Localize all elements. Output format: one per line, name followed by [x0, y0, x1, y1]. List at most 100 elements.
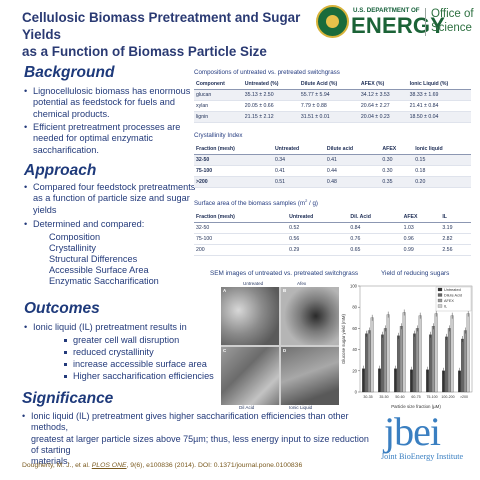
t3-cell: 75-100 [194, 233, 288, 245]
bar [434, 313, 438, 393]
jbei-subtitle: Joint BioEnergy Institute [381, 452, 464, 461]
outcomes-heading: Outcomes [24, 300, 100, 317]
t1-cell: 20.04 ± 0.23 [358, 111, 408, 123]
citation-authors: Dougherty, M. J., et al. [22, 462, 90, 469]
t1-h4: Ionic Liquid (%) [407, 79, 471, 90]
bar [362, 368, 365, 393]
t2-h1: Untreated [272, 144, 325, 155]
bar [460, 338, 464, 393]
table-row: 32-50 0.52 0.84 1.03 3.19 [194, 222, 471, 234]
t3-cell: 0.96 [401, 233, 441, 245]
sem-caption-afex: Afex [297, 281, 307, 286]
bar [444, 336, 448, 393]
t1-cell: 55.77 ± 5.94 [298, 89, 359, 101]
logo-divider [425, 8, 426, 36]
t2-cell: 0.48 [324, 176, 381, 188]
ap-b1-l1: Compared four feedstock pretreatments [33, 182, 196, 192]
t3-h2: Dil. Acid [348, 212, 402, 223]
t3-cell: 0.56 [287, 233, 349, 245]
bar [442, 370, 445, 393]
table1-header-row: Component Untreated (%) Dilute Acid (%) … [194, 79, 471, 90]
outcomes-sub-2: reduced crystallinity [64, 347, 154, 358]
bg-b2-l3: saccharification. [33, 144, 99, 155]
t2-cell: 0.18 [413, 165, 471, 177]
t3-cell: 32-50 [194, 222, 288, 234]
x-tick-label: 100-200 [441, 395, 454, 399]
t2-h0: Fraction (mesh) [194, 144, 273, 155]
x-axis-label: Particle size fraction (µM) [391, 404, 441, 409]
bar [463, 330, 467, 393]
x-tick-label: 50-60 [395, 395, 404, 399]
doe-seal-icon [316, 5, 349, 38]
legend-swatch [437, 298, 443, 303]
title-line-1: Cellulosic Biomass Pretreatment and Suga… [22, 10, 301, 42]
approach-sub-surface-area: Accessible Surface Area [49, 265, 149, 275]
t1-cell: 21.41 ± 0.84 [407, 100, 471, 112]
t3-cell: 1.03 [401, 222, 441, 234]
t1-cell: 31.51 ± 0.01 [298, 111, 359, 123]
sem-image-grid: A B C D [221, 287, 339, 405]
table-row: 75-100 0.41 0.44 0.30 0.18 [194, 165, 471, 177]
bar [458, 370, 461, 393]
t3-cell: 0.99 [401, 244, 441, 256]
bar [383, 328, 387, 393]
outcomes-bullet: • Ionic liquid (IL) pretreatment results… [24, 322, 204, 333]
t3-h4: IL [440, 212, 471, 223]
sem-label-a: A [223, 288, 227, 293]
bar [428, 334, 432, 393]
t3-h1: Untreated [287, 212, 349, 223]
bg-b1-l3: chemical products. [33, 108, 110, 119]
bar [415, 328, 419, 393]
t2-h4: Ionic liquid [413, 144, 471, 155]
t3-h3: AFEX [401, 212, 441, 223]
chart-title: Yield of reducing sugars [381, 270, 450, 277]
t1-cell: 18.50 ± 0.04 [407, 111, 471, 123]
approach-sub-crystallinity: Crystallinity [49, 243, 96, 253]
bar [370, 317, 374, 393]
t2-cell: 32-50 [194, 154, 273, 166]
background-bullet-2: • Efficient pretreatment processes are n… [24, 122, 194, 156]
doe-energy-wordmark: ENERGY [351, 13, 446, 38]
outcomes-sub-3: increase accessible surface area [64, 359, 207, 370]
sem-label-b: B [283, 288, 287, 293]
sem-image-dil-acid: C [221, 347, 279, 405]
t3-title-sup: 2 [305, 198, 308, 203]
citation-journal-link[interactable]: PLOS ONE [91, 462, 127, 469]
bar [378, 368, 381, 393]
t1-cell: glucan [194, 89, 243, 101]
office-line-2: Science [431, 22, 472, 34]
table-row: 32-50 0.34 0.41 0.30 0.15 [194, 154, 471, 166]
table-row: 75-100 0.56 0.76 0.96 2.82 [194, 233, 471, 245]
legend-swatch [437, 287, 443, 292]
t1-cell: 38.33 ± 1.69 [407, 89, 471, 101]
table-row: 200 0.29 0.65 0.99 2.56 [194, 244, 471, 256]
t3-h0: Fraction (mesh) [194, 212, 288, 223]
t2-cell: 75-100 [194, 165, 273, 177]
t3-cell: 0.76 [348, 233, 402, 245]
surface-area-table: Fraction (mesh) Untreated Dil. Acid AFEX… [194, 212, 471, 256]
office-line-1: Office of [431, 8, 474, 20]
bar [447, 328, 451, 393]
bar [410, 369, 413, 393]
t2-h2: Dilute acid [324, 144, 381, 155]
table-row: >200 0.51 0.48 0.35 0.20 [194, 176, 471, 188]
t3-cell: 0.65 [348, 244, 402, 256]
bg-b1-l1: Lignocellulosic biomass has enormous [33, 86, 191, 96]
sugar-yield-chart: 0 20 40 60 80 100 30-35 35-50 50-60 60-75 75-100 10… [341, 284, 473, 409]
bar [431, 326, 435, 393]
t2-cell: >200 [194, 176, 273, 188]
sem-title: SEM images of untreated vs. pretreated s… [210, 270, 359, 277]
t2-cell: 0.30 [380, 154, 414, 166]
table2-title: Crystallinity Index [194, 132, 243, 139]
t1-cell: 20.64 ± 2.27 [358, 100, 408, 112]
y-tick-label: 0 [355, 390, 358, 395]
sem-image-untreated: A [221, 287, 279, 345]
x-tick-label: 35-50 [379, 395, 388, 399]
t3-cell: 200 [194, 244, 288, 256]
doe-small-text: U.S. DEPARTMENT OF [353, 7, 420, 14]
ap-b2: Determined and compared: [33, 219, 145, 229]
t1-cell: lignin [194, 111, 243, 123]
t2-cell: 0.51 [272, 176, 325, 188]
bg-b2-l2: needed for optimal enzymatic [33, 133, 154, 144]
approach-sub-composition: Composition [49, 232, 101, 242]
